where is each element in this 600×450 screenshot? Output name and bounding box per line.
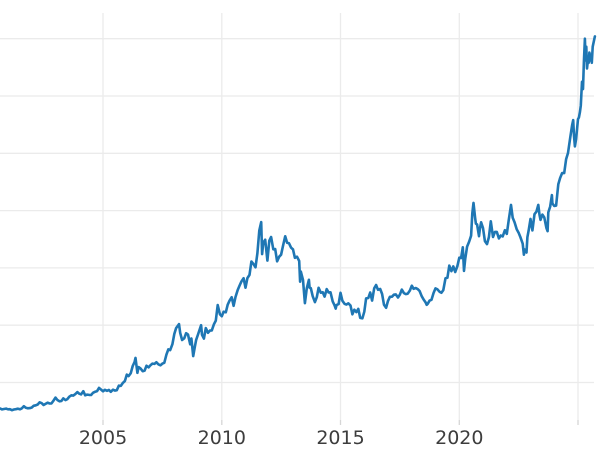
horizontal-gridlines	[0, 38, 594, 384]
price-line	[0, 35, 597, 412]
x-tick-label-2020: 2020	[435, 427, 483, 449]
x-axis-tick-labels: 2005 2010 2015 2020	[79, 427, 484, 449]
x-axis-ticks	[102, 420, 579, 425]
x-tick-label-2015: 2015	[316, 427, 364, 449]
price-line-series	[0, 35, 597, 412]
x-tick-label-2010: 2010	[198, 427, 246, 449]
x-tick-label-2005: 2005	[79, 427, 127, 449]
vertical-gridlines	[102, 13, 579, 420]
